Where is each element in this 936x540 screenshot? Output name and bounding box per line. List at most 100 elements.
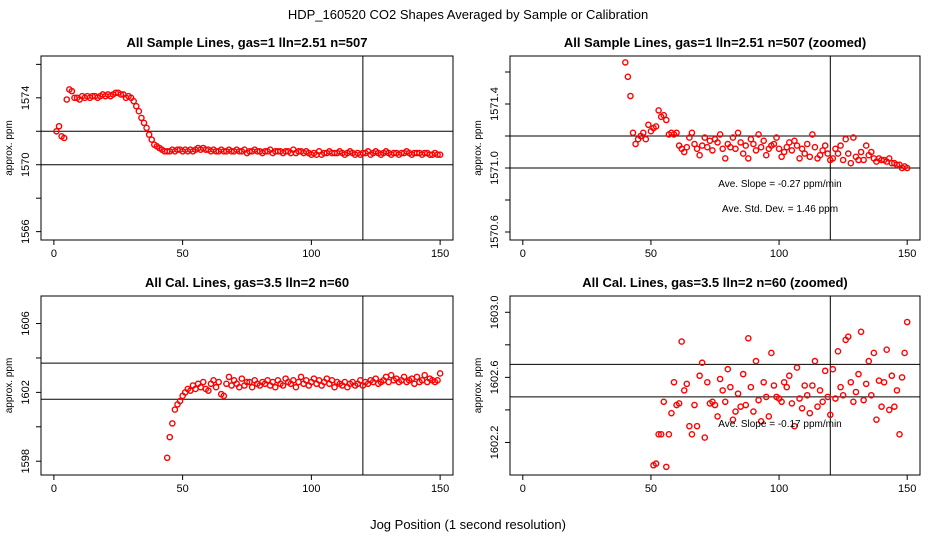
data-point [745,155,752,162]
data-point [855,370,862,378]
data-point [788,147,796,154]
y-tick-label: 1602.2 [489,426,501,460]
data-point [747,135,755,143]
data-point [762,393,770,401]
x-tick-label: 150 [431,483,449,495]
data-point [885,406,893,414]
data-point [770,382,778,389]
data-point [832,395,839,402]
data-point [434,151,441,158]
data-point [686,422,693,430]
data-point [655,107,662,114]
data-point [400,373,408,381]
plot-frame [509,295,921,476]
data-point [739,370,747,378]
data-point [880,378,888,386]
data-point [434,377,441,384]
x-tick-label: 50 [645,248,657,260]
data-point [862,380,870,388]
data-point [896,431,903,438]
data-point [775,145,783,153]
data-point [773,134,780,141]
data-point [724,365,732,373]
stat-annotation: Ave. Slope = -0.27 ppm/min [718,179,842,190]
data-point [117,91,125,98]
data-point [745,335,752,342]
y-tick-label: 1602 [20,380,32,404]
data-point [660,398,668,406]
data-point [873,416,880,423]
x-tick-label: 150 [898,483,916,495]
data-point [243,378,251,386]
x-tick-label: 100 [302,483,320,495]
data-point [760,378,767,386]
data-point [809,382,816,389]
data-point [701,134,709,141]
data-point [729,134,737,141]
data-point [732,145,739,153]
data-point [297,373,305,381]
data-point [847,159,855,167]
data-point [878,403,885,410]
data-points [53,86,444,158]
y-axis-label: approx. ppm [473,120,484,176]
x-tick-label: 50 [177,248,189,260]
data-point [796,155,803,162]
data-point [680,387,688,394]
data-point [704,378,711,386]
data-point [372,375,380,382]
data-point [140,119,148,127]
data-point [783,383,791,391]
data-point [832,145,839,153]
data-point [668,409,675,417]
data-point [734,129,742,137]
data-point [816,151,824,159]
data-point [780,148,788,156]
data-point [742,142,750,149]
data-point [883,346,890,354]
data-point [816,387,824,394]
data-point [642,135,650,143]
data-point [719,145,726,153]
data-point [716,375,724,383]
data-point [691,401,698,409]
data-point [683,143,691,151]
data-point [686,134,693,141]
stat-annotation: Ave. Std. Dev. = 1.46 ppm [722,204,838,215]
data-point [844,333,852,340]
data-point [750,140,757,148]
panel-title: All Cal. Lines, gas=3.5 lln=2 n=60 [145,275,349,290]
data-point [829,155,837,162]
data-point [721,155,729,162]
data-point [757,417,765,425]
panel-title: All Sample Lines, gas=1 lln=2.51 n=507 [127,35,368,50]
data-point [688,431,696,438]
x-tick-label: 100 [770,248,788,260]
data-point [163,454,171,462]
data-point [632,140,639,148]
data-point [827,411,834,419]
data-points [163,370,444,462]
data-point [248,383,256,391]
data-point [212,383,220,391]
data-point [739,150,747,157]
data-point [205,387,212,394]
y-tick-label: 1566 [20,219,32,243]
data-point [279,382,287,389]
data-points [622,59,911,172]
data-point [850,134,857,141]
data-point [742,401,750,409]
data-point [819,147,826,154]
data-point [688,129,696,137]
data-point [199,378,207,386]
data-point [868,148,875,156]
data-point [734,390,742,397]
data-point [780,378,788,386]
data-point [387,371,395,379]
data-point [660,111,668,119]
x-tick-label: 150 [898,248,916,260]
y-tick-label: 1570 [20,152,32,176]
data-point [693,422,701,430]
data-point [220,392,228,400]
